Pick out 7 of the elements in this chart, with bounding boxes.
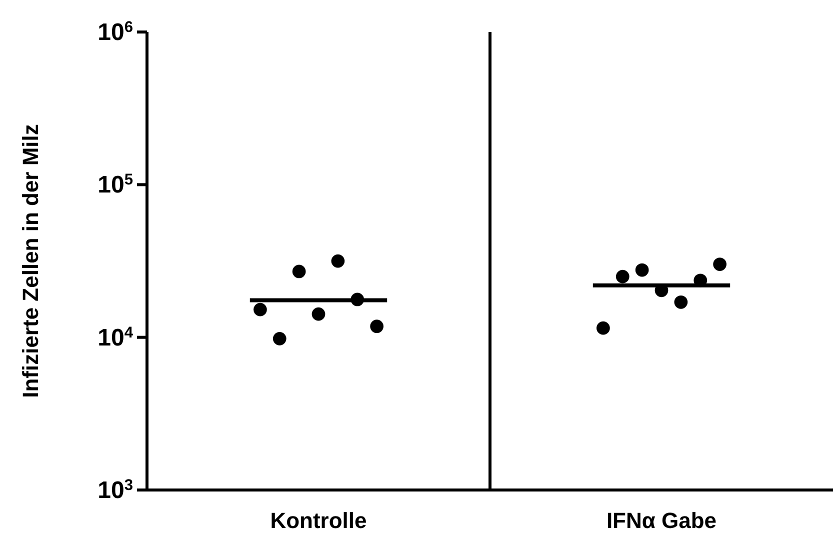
x-tick-label: IFNα Gabe: [606, 508, 717, 533]
y-axis-title: Infizierte Zellen in der Milz: [18, 124, 43, 398]
y-tick-label: 10$^{3}$: [98, 476, 134, 504]
x-tick-label: Kontrolle: [270, 508, 367, 533]
y-tick-label: 10$^{4}$: [98, 324, 134, 352]
y-tick-label: 10$^{6}$: [98, 18, 134, 46]
y-tick-label: 10$^{5}$: [98, 171, 134, 199]
